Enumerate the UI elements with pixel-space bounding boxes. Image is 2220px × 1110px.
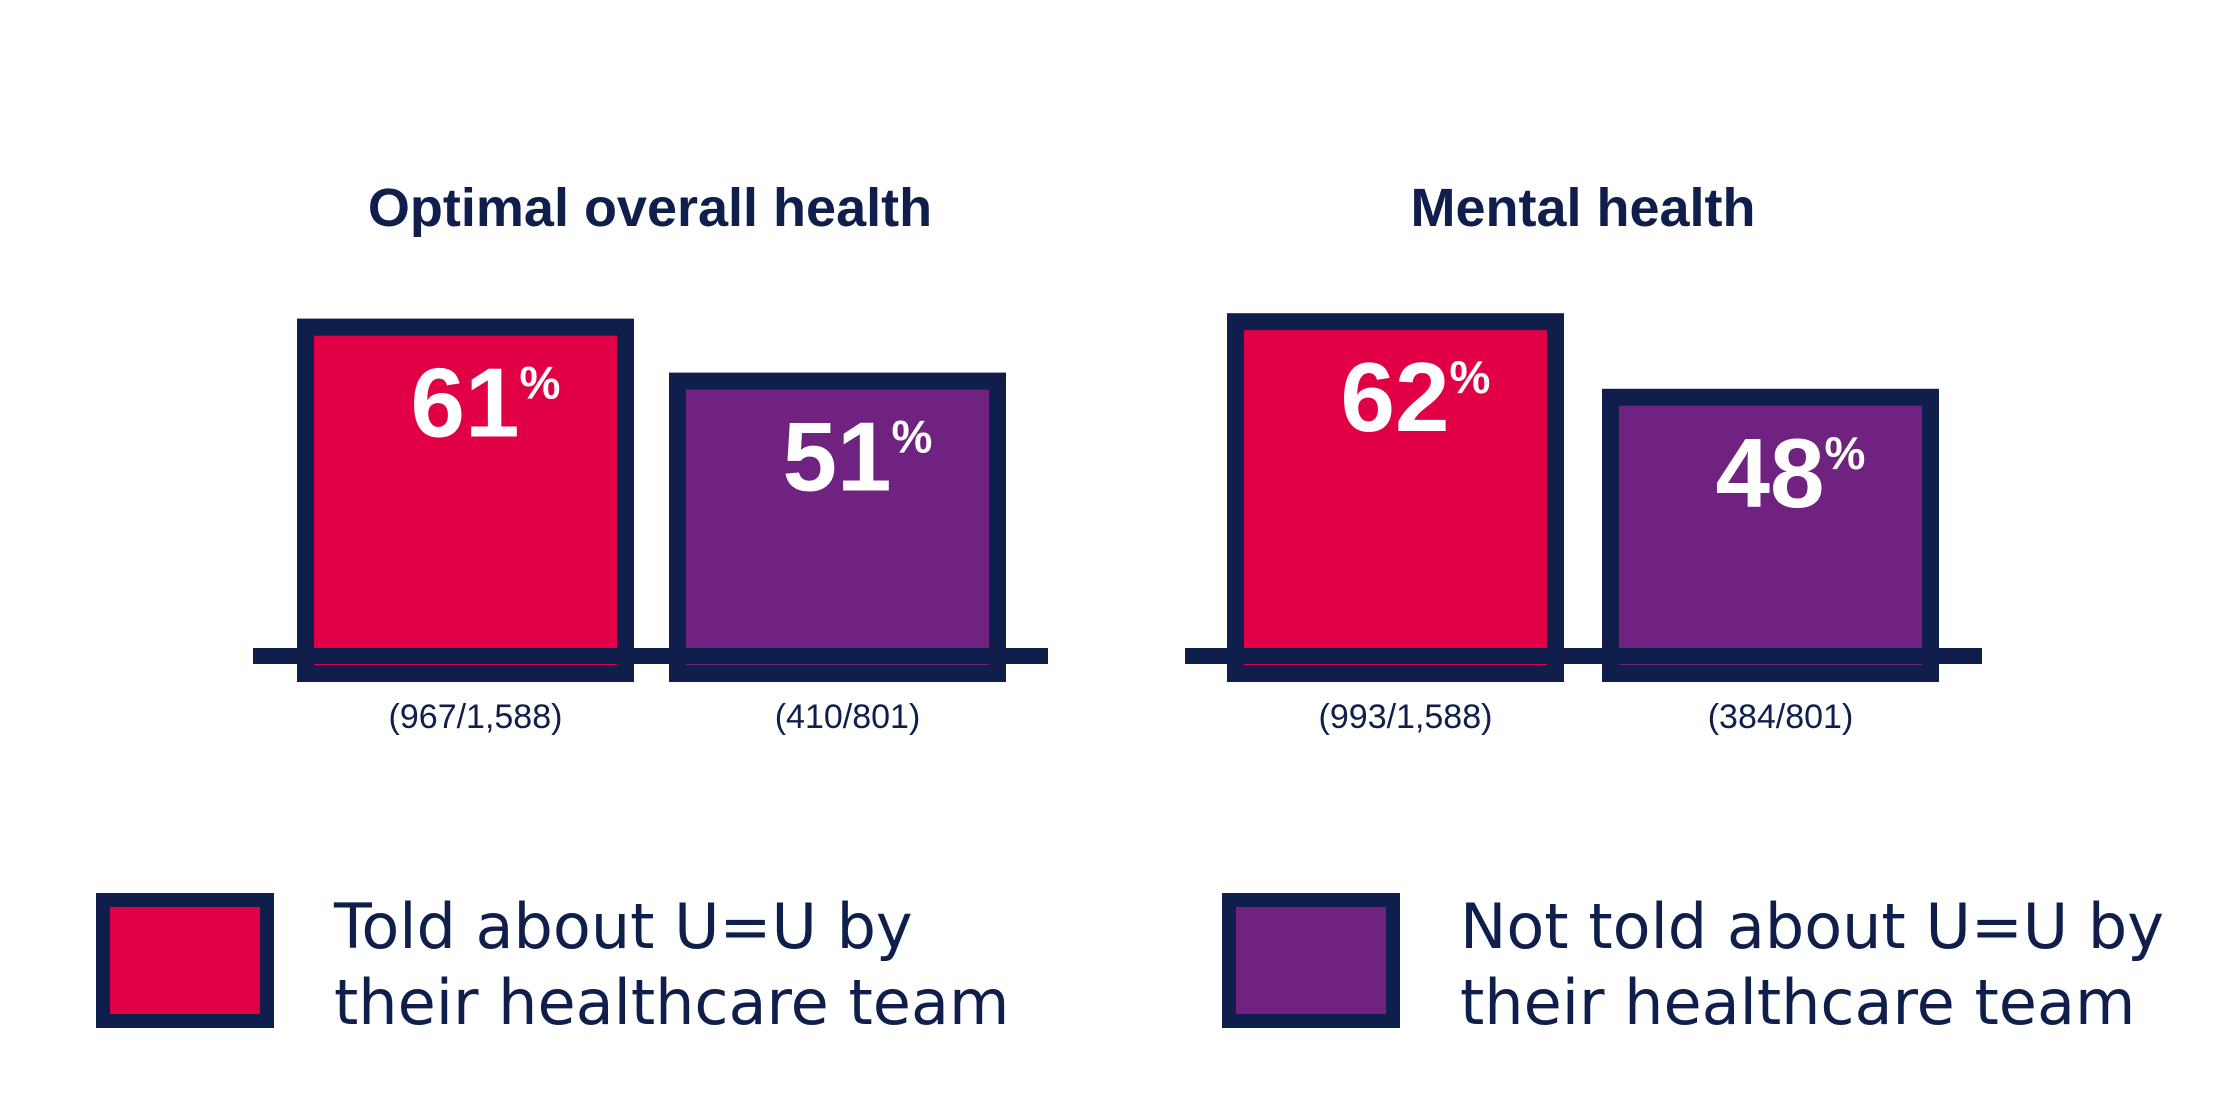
bar-chart2-1 bbox=[1227, 313, 1564, 682]
bar-value-label: 51% bbox=[783, 402, 933, 512]
bar-chart2-2 bbox=[1602, 388, 1939, 682]
chart-title-2: Mental health bbox=[1410, 178, 1755, 238]
legend-label-told-line2: their healthcare team bbox=[334, 966, 1010, 1039]
legend-swatch-not-told bbox=[1222, 893, 1400, 1028]
chart-baseline-2 bbox=[1185, 648, 1982, 664]
legend-label-not-told: Not told about U=U by their healthcare t… bbox=[1460, 889, 2164, 1041]
bar-chart1-2 bbox=[669, 372, 1006, 682]
legend-label-told: Told about U=U by their healthcare team bbox=[334, 889, 1009, 1041]
bar-value-label: 61% bbox=[411, 348, 561, 458]
legend-swatch-told bbox=[96, 893, 274, 1028]
bar-count-label: (410/801) bbox=[775, 698, 921, 736]
legend-label-not-told-line1: Not told about U=U by bbox=[1460, 890, 2164, 963]
chart-baseline-1 bbox=[253, 648, 1048, 664]
bar-value-label: 48% bbox=[1716, 418, 1866, 528]
bar-count-label: (967/1,588) bbox=[389, 698, 563, 736]
bar-charts: Optimal overall health 61% (967/1,588) 51% (… bbox=[253, 178, 1982, 736]
chart-title-1: Optimal overall health bbox=[368, 178, 932, 238]
legend-label-told-line1: Told about U=U by bbox=[334, 890, 913, 963]
legend-label-not-told-line2: their healthcare team bbox=[1460, 966, 2136, 1039]
bar-value-label: 62% bbox=[1341, 342, 1491, 452]
bar-count-label: (384/801) bbox=[1708, 698, 1854, 736]
bar-chart1-1 bbox=[297, 318, 634, 682]
bar-count-label: (993/1,588) bbox=[1319, 698, 1493, 736]
